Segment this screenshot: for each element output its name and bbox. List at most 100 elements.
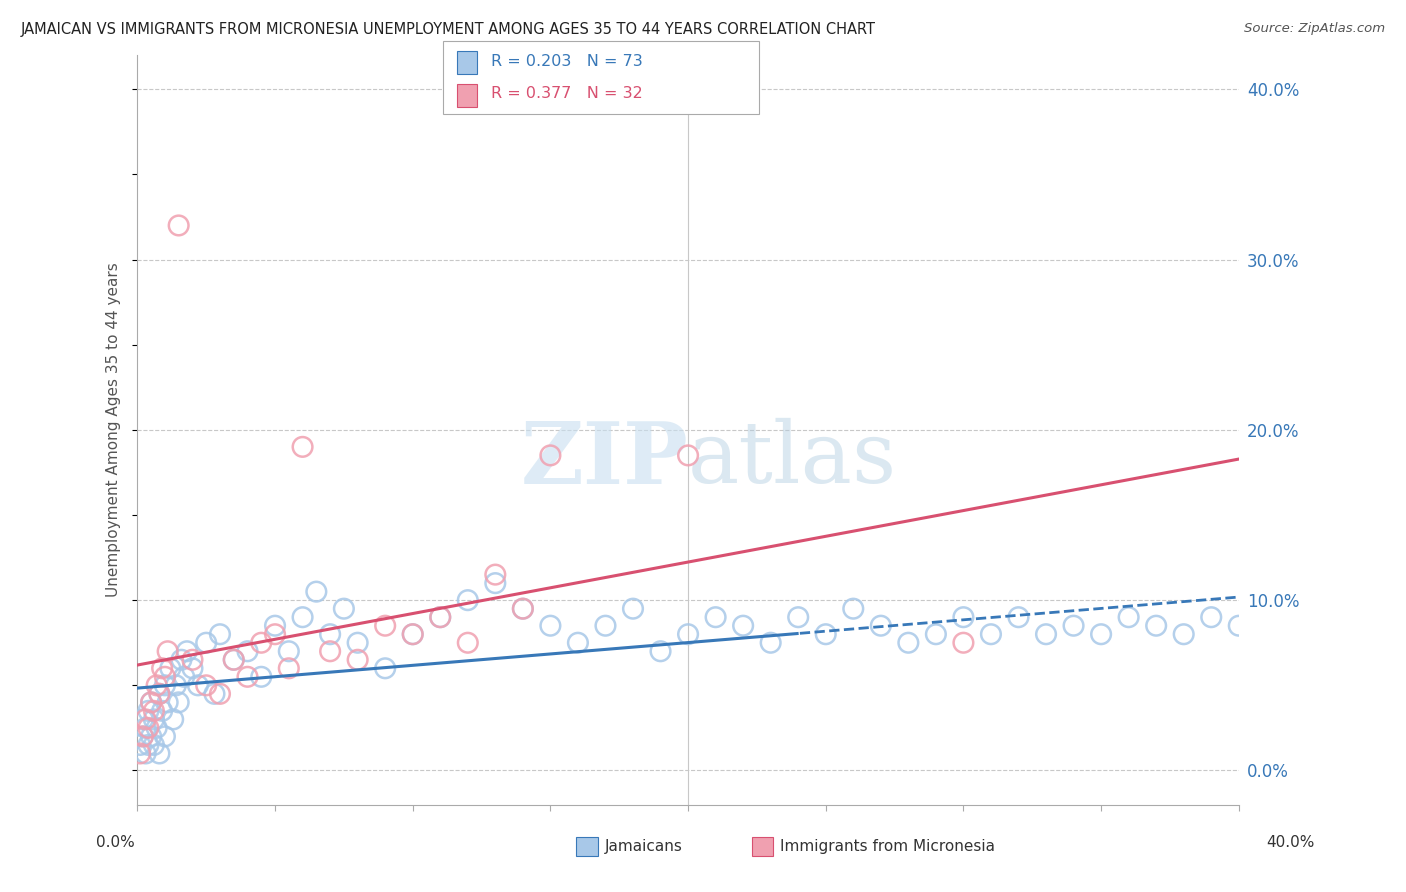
Point [142,738,165,752]
Text: atlas: atlas [688,418,897,501]
Point [1118,610,1140,624]
Point [139,730,162,744]
Point [250,636,273,650]
Point [222,653,245,667]
Point [676,449,699,463]
Point [402,627,425,641]
Point [1090,627,1112,641]
Point [1063,618,1085,632]
Point [1144,618,1167,632]
Text: Immigrants from Micronesia: Immigrants from Micronesia [780,839,995,854]
Point [153,678,176,692]
Point [319,627,342,641]
Point [621,601,644,615]
Point [595,618,617,632]
Point [842,601,865,615]
Point [145,721,167,735]
Point [170,653,193,667]
Point [787,610,810,624]
Point [142,704,165,718]
Point [264,618,287,632]
Point [333,601,356,615]
Point [733,618,755,632]
Point [869,618,891,632]
Point [457,636,479,650]
Point [484,567,506,582]
Point [1227,618,1250,632]
Point [156,644,179,658]
Point [150,704,173,718]
Y-axis label: Unemployment Among Ages 35 to 44 years: Unemployment Among Ages 35 to 44 years [107,262,121,598]
Point [139,695,162,709]
Point [135,747,157,761]
Point [129,738,152,752]
Text: Jamaicans: Jamaicans [605,839,682,854]
Point [150,661,173,675]
Point [980,627,1002,641]
Point [173,670,195,684]
Point [457,593,479,607]
Point [167,695,190,709]
Point [897,636,920,650]
Point [135,712,157,726]
Point [264,627,287,641]
Point [429,610,451,624]
Point [236,644,259,658]
Point [346,653,368,667]
Point [162,712,184,726]
Point [374,618,396,632]
Point [277,661,299,675]
Point [538,618,561,632]
Point [148,687,170,701]
Point [156,695,179,709]
Point [650,644,672,658]
Point [346,636,368,650]
Point [429,610,451,624]
Point [165,678,187,692]
Text: JAMAICAN VS IMMIGRANTS FROM MICRONESIA UNEMPLOYMENT AMONG AGES 35 TO 44 YEARS CO: JAMAICAN VS IMMIGRANTS FROM MICRONESIA U… [21,22,876,37]
Point [176,644,198,658]
Text: R = 0.377   N = 32: R = 0.377 N = 32 [491,87,643,101]
Point [567,636,589,650]
Point [305,584,328,599]
Point [538,449,561,463]
Point [138,721,160,735]
Point [167,219,190,233]
Point [484,576,506,591]
Point [195,678,218,692]
Point [374,661,396,675]
Point [1256,610,1278,624]
Point [181,653,204,667]
Point [204,687,226,701]
Point [132,730,155,744]
Point [138,738,160,752]
Point [291,610,314,624]
Point [187,678,209,692]
Point [153,730,176,744]
Point [139,695,162,709]
Point [676,627,699,641]
Point [512,601,534,615]
Point [952,636,974,650]
Point [181,661,204,675]
Point [222,653,245,667]
Point [277,644,299,658]
Text: R = 0.203   N = 73: R = 0.203 N = 73 [491,54,643,69]
Point [291,440,314,454]
Point [138,704,160,718]
Text: 0.0%: 0.0% [96,836,135,850]
Point [148,687,170,701]
Point [1007,610,1029,624]
Point [129,747,152,761]
Text: ZIP: ZIP [520,417,688,502]
Point [402,627,425,641]
Point [952,610,974,624]
Point [159,661,181,675]
Point [208,687,231,701]
Point [512,601,534,615]
Point [153,670,176,684]
Point [148,747,170,761]
Point [132,730,155,744]
Point [1035,627,1057,641]
Text: Source: ZipAtlas.com: Source: ZipAtlas.com [1244,22,1385,36]
